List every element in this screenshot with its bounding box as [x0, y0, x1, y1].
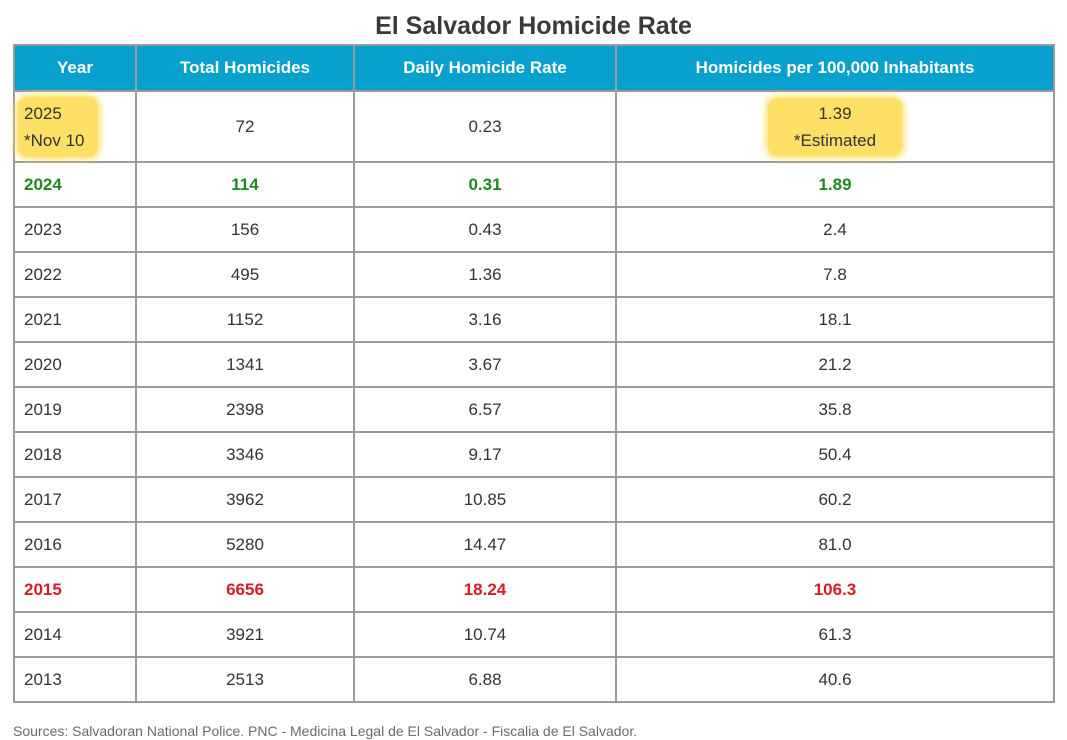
cell-daily-rate: 6.88: [353, 656, 617, 703]
homicide-rate-table: Year Total Homicides Daily Homicide Rate…: [13, 44, 1055, 703]
cell-year: 2023: [13, 206, 137, 253]
year-note: *Nov 10: [24, 130, 85, 150]
header-year: Year: [13, 44, 137, 92]
cell-daily-rate: 10.74: [353, 611, 617, 658]
cell-per-100k: 60.2: [615, 476, 1055, 523]
cell-daily-rate: 6.57: [353, 386, 617, 433]
table-row: 2018 3346 9.17 50.4: [13, 431, 1055, 478]
cell-per-100k: 50.4: [615, 431, 1055, 478]
cell-per-100k: 1.89: [615, 161, 1055, 208]
cell-per-100k: 81.0: [615, 521, 1055, 568]
header-per-100k: Homicides per 100,000 Inhabitants: [615, 44, 1055, 92]
table-row: 2019 2398 6.57 35.8: [13, 386, 1055, 433]
table-title: El Salvador Homicide Rate: [375, 12, 692, 40]
cell-total-homicides: 5280: [135, 521, 355, 568]
cell-daily-rate: 3.67: [353, 341, 617, 388]
cell-year: 2020: [13, 341, 137, 388]
cell-total-homicides: 6656: [135, 566, 355, 613]
cell-total-homicides: 156: [135, 206, 355, 253]
cell-year: 2018: [13, 431, 137, 478]
cell-daily-rate: 18.24: [353, 566, 617, 613]
cell-year: 2014: [13, 611, 137, 658]
cell-per-100k: 21.2: [615, 341, 1055, 388]
table-row: 2021 1152 3.16 18.1: [13, 296, 1055, 343]
cell-per-100k: 18.1: [615, 296, 1055, 343]
cell-daily-rate: 0.31: [353, 161, 617, 208]
cell-total-homicides: 72: [135, 90, 355, 163]
cell-daily-rate: 0.43: [353, 206, 617, 253]
cell-total-homicides: 1341: [135, 341, 355, 388]
cell-per-100k: 1.39 *Estimated: [615, 90, 1055, 163]
table-row: 2023 156 0.43 2.4: [13, 206, 1055, 253]
table-row: 2013 2513 6.88 40.6: [13, 656, 1055, 703]
per-100k-note: *Estimated: [793, 130, 877, 150]
cell-per-100k: 106.3: [615, 566, 1055, 613]
header-daily-rate: Daily Homicide Rate: [353, 44, 617, 92]
header-row: Year Total Homicides Daily Homicide Rate…: [13, 44, 1055, 92]
cell-total-homicides: 1152: [135, 296, 355, 343]
cell-total-homicides: 2513: [135, 656, 355, 703]
table-row: 2024 114 0.31 1.89: [13, 161, 1055, 208]
cell-total-homicides: 114: [135, 161, 355, 208]
cell-total-homicides: 3346: [135, 431, 355, 478]
cell-daily-rate: 3.16: [353, 296, 617, 343]
cell-total-homicides: 3921: [135, 611, 355, 658]
table-row: 2014 3921 10.74 61.3: [13, 611, 1055, 658]
cell-per-100k: 40.6: [615, 656, 1055, 703]
cell-per-100k: 61.3: [615, 611, 1055, 658]
cell-per-100k: 7.8: [615, 251, 1055, 298]
cell-total-homicides: 2398: [135, 386, 355, 433]
highlight-marker: 1.39 *Estimated: [767, 97, 903, 156]
cell-year: 2022: [13, 251, 137, 298]
cell-year: 2019: [13, 386, 137, 433]
cell-year: 2024: [13, 161, 137, 208]
cell-year: 2013: [13, 656, 137, 703]
cell-daily-rate: 14.47: [353, 521, 617, 568]
cell-year: 2017: [13, 476, 137, 523]
cell-year: 2021: [13, 296, 137, 343]
table-row: 2016 5280 14.47 81.0: [13, 521, 1055, 568]
cell-year: 2015: [13, 566, 137, 613]
table-row: 2020 1341 3.67 21.2: [13, 341, 1055, 388]
cell-per-100k: 35.8: [615, 386, 1055, 433]
table-body: 2025 *Nov 10 72 0.23 1.39 *Estimated 202…: [13, 90, 1055, 703]
table-row: 2022 495 1.36 7.8: [13, 251, 1055, 298]
table-row: 2025 *Nov 10 72 0.23 1.39 *Estimated: [13, 90, 1055, 163]
cell-total-homicides: 3962: [135, 476, 355, 523]
cell-year: 2025 *Nov 10: [13, 90, 137, 163]
per-100k-value: 1.39: [818, 103, 852, 123]
table-row: 2015 6656 18.24 106.3: [13, 566, 1055, 613]
cell-daily-rate: 9.17: [353, 431, 617, 478]
year-value: 2025: [24, 103, 62, 123]
highlight-marker: 2025 *Nov 10: [18, 96, 99, 157]
cell-daily-rate: 0.23: [353, 90, 617, 163]
cell-year: 2016: [13, 521, 137, 568]
table-row: 2017 3962 10.85 60.2: [13, 476, 1055, 523]
cell-daily-rate: 1.36: [353, 251, 617, 298]
source-note: Sources: Salvadoran National Police. PNC…: [13, 723, 638, 739]
header-total-homicides: Total Homicides: [135, 44, 355, 92]
cell-per-100k: 2.4: [615, 206, 1055, 253]
cell-total-homicides: 495: [135, 251, 355, 298]
cell-daily-rate: 10.85: [353, 476, 617, 523]
